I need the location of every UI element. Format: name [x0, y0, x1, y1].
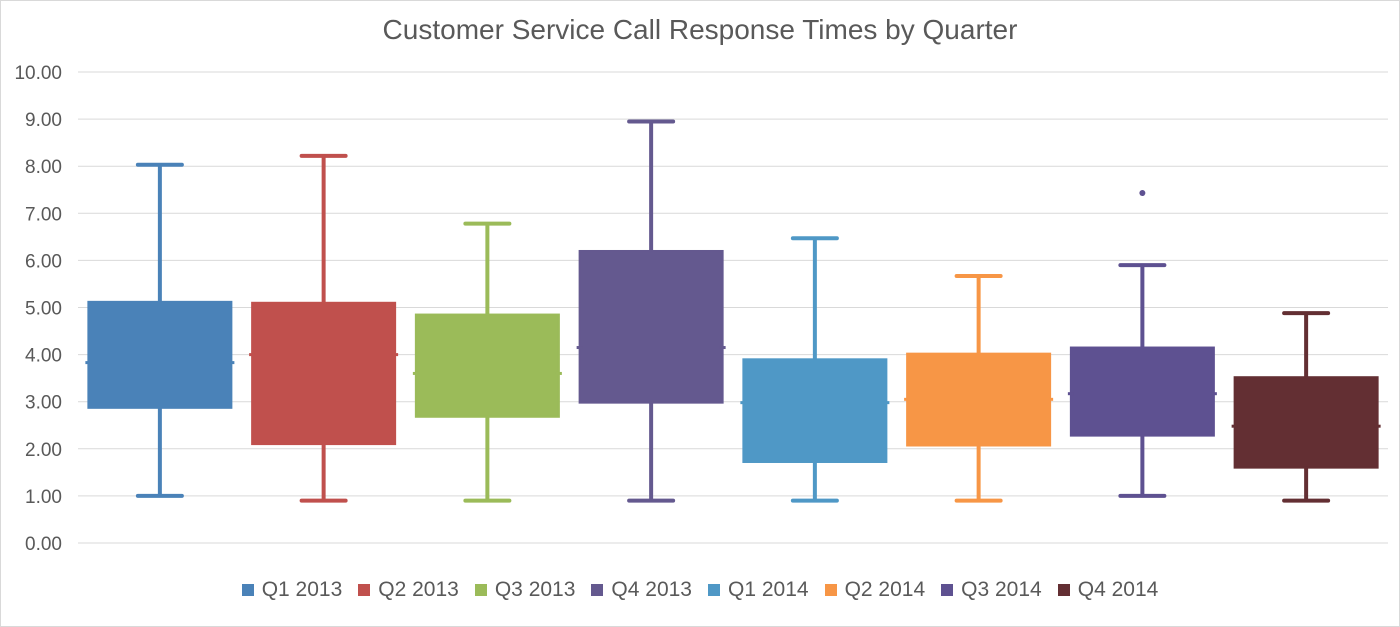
legend-swatch [941, 584, 954, 596]
legend-label: Q1 2013 [261, 578, 343, 601]
legend: Q1 2013 Q2 2013 Q3 2013 Q4 2013 Q1 2014 Q2 20… [0, 578, 1400, 602]
iqr-box [742, 358, 888, 463]
legend-swatch [358, 584, 371, 596]
box-1 [85, 162, 235, 498]
legend-swatch [474, 584, 487, 596]
iqr-box [1233, 376, 1379, 469]
legend-item: Q4 2014 [1057, 578, 1159, 602]
legend-item: Q3 2013 [474, 578, 576, 602]
iqr-box [1069, 346, 1215, 437]
iqr-box [87, 300, 233, 409]
box-2 [249, 153, 399, 503]
iqr-box [414, 313, 560, 418]
legend-swatch [1057, 584, 1070, 596]
chart-title: Customer Service Call Response Times by … [382, 14, 1018, 45]
y-tick-label: 9.00 [25, 110, 62, 131]
box-4 [576, 119, 726, 503]
boxes [85, 119, 1381, 503]
y-tick-label: 4.00 [25, 346, 62, 367]
y-tick-label: 3.00 [25, 393, 62, 414]
legend-item: Q2 2013 [358, 578, 459, 602]
y-tick-label: 2.00 [25, 440, 62, 461]
legend-item: Q3 2014 [941, 578, 1042, 602]
box-7 [1067, 190, 1217, 498]
y-tick-label: 5.00 [25, 299, 62, 320]
iqr-box [251, 301, 397, 446]
iqr-box [578, 249, 724, 404]
legend-item: Q2 2014 [824, 578, 926, 602]
legend-swatch [708, 584, 720, 596]
box-8 [1231, 311, 1381, 503]
y-tick-label: 1.00 [25, 487, 62, 508]
legend-label: Q4 2014 [1077, 578, 1159, 601]
y-tick-label: 8.00 [25, 157, 62, 178]
legend-label: Q2 2014 [844, 578, 926, 601]
legend-label: Q3 2013 [494, 578, 576, 601]
legend-item: Q1 2013 [241, 578, 343, 602]
legend-item: Q4 2013 [591, 578, 692, 602]
box-5 [740, 236, 890, 503]
outlier-point [1139, 190, 1146, 197]
y-tick-label: 6.00 [25, 251, 62, 272]
legend-label: Q4 2013 [611, 578, 692, 601]
box-6 [904, 273, 1054, 503]
legend-swatch [591, 584, 604, 596]
legend-label: Q1 2014 [728, 578, 809, 601]
legend-label: Q3 2014 [961, 578, 1042, 601]
legend-label: Q2 2013 [378, 578, 459, 601]
y-tick-label: 7.00 [25, 204, 62, 225]
legend-item: Q1 2014 [708, 578, 809, 602]
gridlines [78, 71, 1388, 544]
legend-swatch [241, 584, 254, 596]
box-3 [412, 221, 562, 503]
y-axis: 0.00 1.00 2.00 3.00 4.00 5.00 6.00 7.00 8.00 9.00… [14, 63, 62, 555]
iqr-box [906, 352, 1052, 447]
y-tick-label: 10.00 [14, 63, 62, 84]
legend-swatch [824, 584, 837, 596]
y-tick-label: 0.00 [25, 534, 62, 555]
